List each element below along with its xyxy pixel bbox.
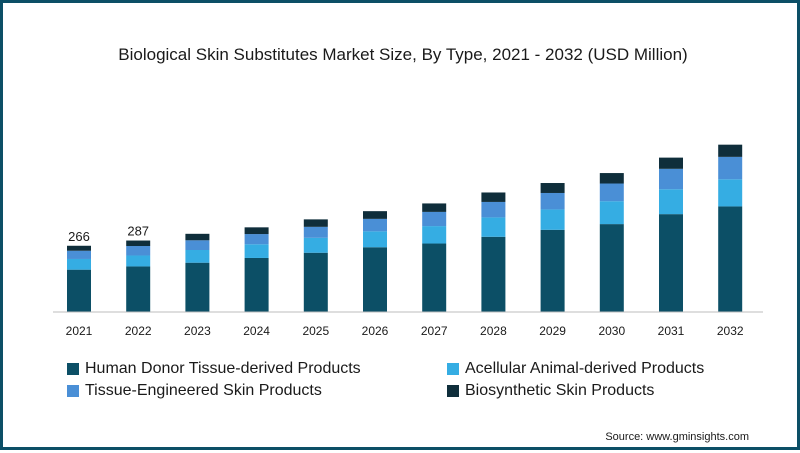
legend-label: Tissue-Engineered Skin Products bbox=[85, 382, 322, 399]
bar-human-donor-tissue-derived-products-2021 bbox=[67, 269, 91, 312]
legend-label: Human Donor Tissue-derived Products bbox=[85, 360, 361, 377]
legend-label: Acellular Animal-derived Products bbox=[465, 360, 705, 377]
bar-tissue-engineered-skin-products-2024 bbox=[244, 234, 269, 245]
bar-biosynthetic-skin-products-2029 bbox=[540, 183, 565, 193]
bar-tissue-engineered-skin-products-2022 bbox=[126, 246, 151, 256]
x-tick-label: 2026 bbox=[362, 324, 389, 338]
legend-swatch bbox=[447, 363, 459, 375]
legend: Human Donor Tissue-derived Products Acel… bbox=[67, 360, 767, 408]
chart-title: Biological Skin Substitutes Market Size,… bbox=[118, 45, 688, 64]
bar-biosynthetic-skin-products-2026 bbox=[363, 211, 387, 219]
bar-biosynthetic-skin-products-2023 bbox=[185, 233, 210, 241]
legend-item-acellular-animal: Acellular Animal-derived Products bbox=[447, 360, 704, 378]
data-label-2022: 287 bbox=[127, 224, 149, 239]
bar-acellular-animal-derived-products-2022 bbox=[126, 255, 151, 267]
bar-human-donor-tissue-derived-products-2022 bbox=[126, 266, 151, 312]
bar-acellular-animal-derived-products-2025 bbox=[303, 237, 328, 253]
bar-biosynthetic-skin-products-2031 bbox=[659, 157, 683, 169]
bar-acellular-animal-derived-products-2030 bbox=[599, 201, 624, 225]
bar-acellular-animal-derived-products-2021 bbox=[67, 258, 91, 270]
bar-biosynthetic-skin-products-2028 bbox=[481, 192, 506, 202]
x-tick-label: 2023 bbox=[184, 324, 211, 338]
bar-human-donor-tissue-derived-products-2028 bbox=[481, 236, 506, 312]
bar-tissue-engineered-skin-products-2027 bbox=[422, 211, 447, 227]
legend-label: Biosynthetic Skin Products bbox=[465, 382, 655, 399]
bar-biosynthetic-skin-products-2024 bbox=[244, 227, 269, 235]
x-tick-label: 2030 bbox=[598, 324, 625, 338]
bar-biosynthetic-skin-products-2032 bbox=[718, 144, 743, 157]
bar-acellular-animal-derived-products-2027 bbox=[422, 226, 447, 244]
x-tick-label: 2021 bbox=[66, 324, 93, 338]
x-tick-label: 2028 bbox=[480, 324, 507, 338]
chart-plot: 2021 2022 2023 2024 2025 2026 2027 2028 2029 2030… bbox=[53, 144, 763, 338]
bar-acellular-animal-derived-products-2029 bbox=[540, 209, 565, 230]
bar-human-donor-tissue-derived-products-2026 bbox=[363, 247, 387, 312]
bar-tissue-engineered-skin-products-2026 bbox=[363, 218, 387, 232]
legend-swatch bbox=[67, 363, 79, 375]
bar-acellular-animal-derived-products-2026 bbox=[363, 231, 387, 248]
x-tick-label: 2027 bbox=[421, 324, 448, 338]
data-label-2021: 266 bbox=[68, 229, 90, 244]
bar-biosynthetic-skin-products-2025 bbox=[303, 219, 328, 227]
bar-biosynthetic-skin-products-2021 bbox=[67, 245, 91, 251]
x-tick-labels: 2021 2022 2023 2024 2025 2026 2027 2028 2029 2030… bbox=[66, 324, 744, 338]
bar-tissue-engineered-skin-products-2031 bbox=[659, 168, 683, 190]
x-tick-label: 2024 bbox=[243, 324, 270, 338]
bar-human-donor-tissue-derived-products-2023 bbox=[185, 262, 210, 312]
legend-item-human-donor: Human Donor Tissue-derived Products bbox=[67, 360, 361, 378]
legend-item-tissue-engineered: Tissue-Engineered Skin Products bbox=[67, 382, 322, 400]
bar-tissue-engineered-skin-products-2025 bbox=[303, 226, 328, 238]
x-tick-label: 2029 bbox=[539, 324, 566, 338]
bar-biosynthetic-skin-products-2022 bbox=[126, 240, 151, 247]
bar-human-donor-tissue-derived-products-2030 bbox=[599, 224, 624, 312]
legend-swatch bbox=[67, 385, 79, 397]
bar-tissue-engineered-skin-products-2021 bbox=[67, 250, 91, 259]
bars-group bbox=[67, 144, 743, 312]
x-tick-label: 2032 bbox=[717, 324, 744, 338]
bar-human-donor-tissue-derived-products-2024 bbox=[244, 257, 269, 312]
bar-acellular-animal-derived-products-2028 bbox=[481, 217, 506, 237]
bar-human-donor-tissue-derived-products-2032 bbox=[718, 206, 743, 312]
x-tick-label: 2022 bbox=[125, 324, 152, 338]
bar-tissue-engineered-skin-products-2023 bbox=[185, 240, 210, 250]
bar-human-donor-tissue-derived-products-2029 bbox=[540, 229, 565, 312]
bar-biosynthetic-skin-products-2030 bbox=[599, 173, 624, 184]
data-labels: 266 287 bbox=[68, 224, 149, 244]
bar-tissue-engineered-skin-products-2030 bbox=[599, 183, 624, 202]
bar-human-donor-tissue-derived-products-2025 bbox=[303, 252, 328, 312]
bar-acellular-animal-derived-products-2031 bbox=[659, 189, 683, 215]
bar-human-donor-tissue-derived-products-2031 bbox=[659, 214, 683, 312]
legend-swatch bbox=[447, 385, 459, 397]
source-note: Source: www.gminsights.com bbox=[605, 431, 749, 443]
bar-biosynthetic-skin-products-2027 bbox=[422, 203, 447, 212]
bar-tissue-engineered-skin-products-2032 bbox=[718, 156, 743, 180]
bar-tissue-engineered-skin-products-2028 bbox=[481, 201, 506, 218]
bar-tissue-engineered-skin-products-2029 bbox=[540, 192, 565, 210]
legend-item-biosynthetic: Biosynthetic Skin Products bbox=[447, 382, 654, 400]
bar-acellular-animal-derived-products-2023 bbox=[185, 249, 210, 263]
x-tick-label: 2031 bbox=[658, 324, 685, 338]
x-tick-label: 2025 bbox=[302, 324, 329, 338]
bar-acellular-animal-derived-products-2024 bbox=[244, 244, 269, 258]
bar-human-donor-tissue-derived-products-2027 bbox=[422, 243, 447, 312]
bar-acellular-animal-derived-products-2032 bbox=[718, 179, 743, 207]
